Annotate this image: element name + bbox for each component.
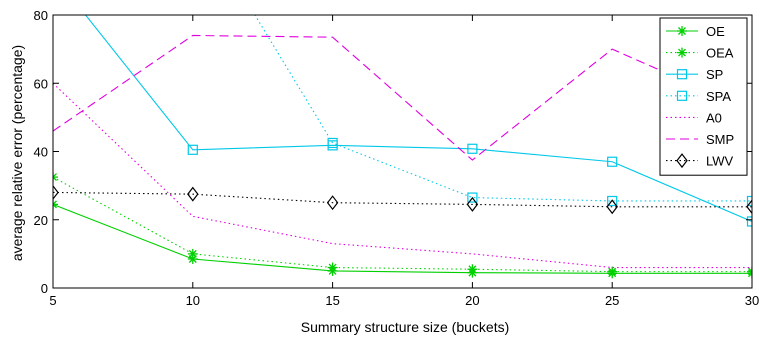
series-a0 <box>53 82 752 269</box>
data-point-oea <box>53 172 58 183</box>
legend-swatch-marker <box>676 69 688 80</box>
legend-box <box>659 17 748 176</box>
y-tick-label: 80 <box>34 8 48 23</box>
data-point-sp <box>746 216 752 227</box>
legend-label: OE <box>706 24 725 39</box>
marker-stroke <box>53 200 57 206</box>
legend: OE OEA SP SPA A0 SMP LWV <box>659 17 748 176</box>
series-lwv <box>53 184 752 215</box>
legend-label: SMP <box>706 132 734 147</box>
legend-entry-a0: A0 <box>666 110 722 125</box>
series-line-sp <box>84 15 752 222</box>
legend-swatch-marker <box>676 90 688 101</box>
marker-stroke <box>678 48 686 57</box>
marker-stroke <box>748 272 752 278</box>
x-tick-label: 25 <box>605 293 619 308</box>
legend-label: LWV <box>706 154 734 169</box>
legend-entry-spa: SPA <box>666 89 731 104</box>
legend-label: OEA <box>706 46 734 61</box>
data-point-spa <box>746 195 752 207</box>
legend-label: SP <box>706 67 723 82</box>
legend-label: SPA <box>706 89 731 104</box>
data-point-oea <box>607 266 618 277</box>
x-tick-label: 15 <box>325 293 339 308</box>
legend-entry-sp: SP <box>666 67 723 82</box>
axes-layer: 5 10 15 20 25 30 0 20 40 60 80 <box>34 8 760 308</box>
series-layer <box>53 15 752 279</box>
y-tick-label: 0 <box>41 281 48 296</box>
series-oea <box>53 172 752 277</box>
x-tick-label: 10 <box>186 293 200 308</box>
y-tick-label: 60 <box>34 76 48 91</box>
marker-stroke <box>468 265 477 274</box>
x-tick-label: 30 <box>745 293 759 308</box>
data-point-oea <box>327 262 338 273</box>
data-point-sp <box>187 144 198 155</box>
legend-swatch-marker <box>676 153 688 169</box>
data-point-lwv <box>187 186 199 202</box>
x-tick-label: 20 <box>465 293 479 308</box>
data-point-oea <box>467 264 478 275</box>
data-point-oe <box>53 199 58 210</box>
marker-stroke <box>53 203 57 209</box>
legend-entry-oe: OE <box>666 24 725 39</box>
legend-label: A0 <box>706 110 722 125</box>
series-line-lwv <box>53 191 752 208</box>
marker-stroke <box>328 263 337 272</box>
data-point-sp <box>467 143 478 154</box>
data-point-oea <box>187 248 198 259</box>
series-line-oea <box>53 176 752 273</box>
legend-entry-smp: SMP <box>666 132 734 147</box>
marker-stroke <box>748 270 752 276</box>
marker-stroke <box>53 176 57 182</box>
series-line-smp <box>53 34 752 161</box>
data-point-lwv <box>746 199 752 215</box>
legend-entry-oea: OEA <box>666 46 734 61</box>
marker-stroke <box>748 267 752 273</box>
series-line-oe <box>53 203 752 274</box>
legend-swatch-marker <box>677 26 687 36</box>
series-sp <box>84 15 752 227</box>
data-point-spa <box>607 195 618 207</box>
y-axis-label: average relative error (percentage) <box>9 45 25 261</box>
marker-stroke <box>53 173 57 179</box>
legend-entry-lwv: LWV <box>666 153 734 169</box>
x-tick-label: 5 <box>49 293 56 308</box>
data-point-lwv <box>606 199 618 215</box>
legend-swatch-marker <box>677 47 687 58</box>
data-point-lwv <box>466 196 479 212</box>
data-point-oea <box>747 266 752 277</box>
data-point-lwv <box>326 195 339 211</box>
data-point-lwv <box>53 184 59 200</box>
marker-stroke <box>608 267 617 276</box>
marker-stroke <box>678 27 686 35</box>
series-spa <box>254 15 752 207</box>
series-line-spa <box>254 15 752 202</box>
data-point-spa <box>467 192 478 203</box>
marker-stroke <box>188 249 197 258</box>
data-point-spa <box>327 137 338 149</box>
x-axis-label: Summary structure size (buckets) <box>301 319 510 335</box>
series-oe <box>53 199 752 279</box>
series-smp <box>53 34 752 161</box>
plot-frame <box>52 14 753 289</box>
y-tick-label: 20 <box>34 213 48 228</box>
data-point-sp <box>607 156 618 167</box>
y-tick-label: 40 <box>34 145 48 160</box>
series-line-a0 <box>53 82 752 269</box>
